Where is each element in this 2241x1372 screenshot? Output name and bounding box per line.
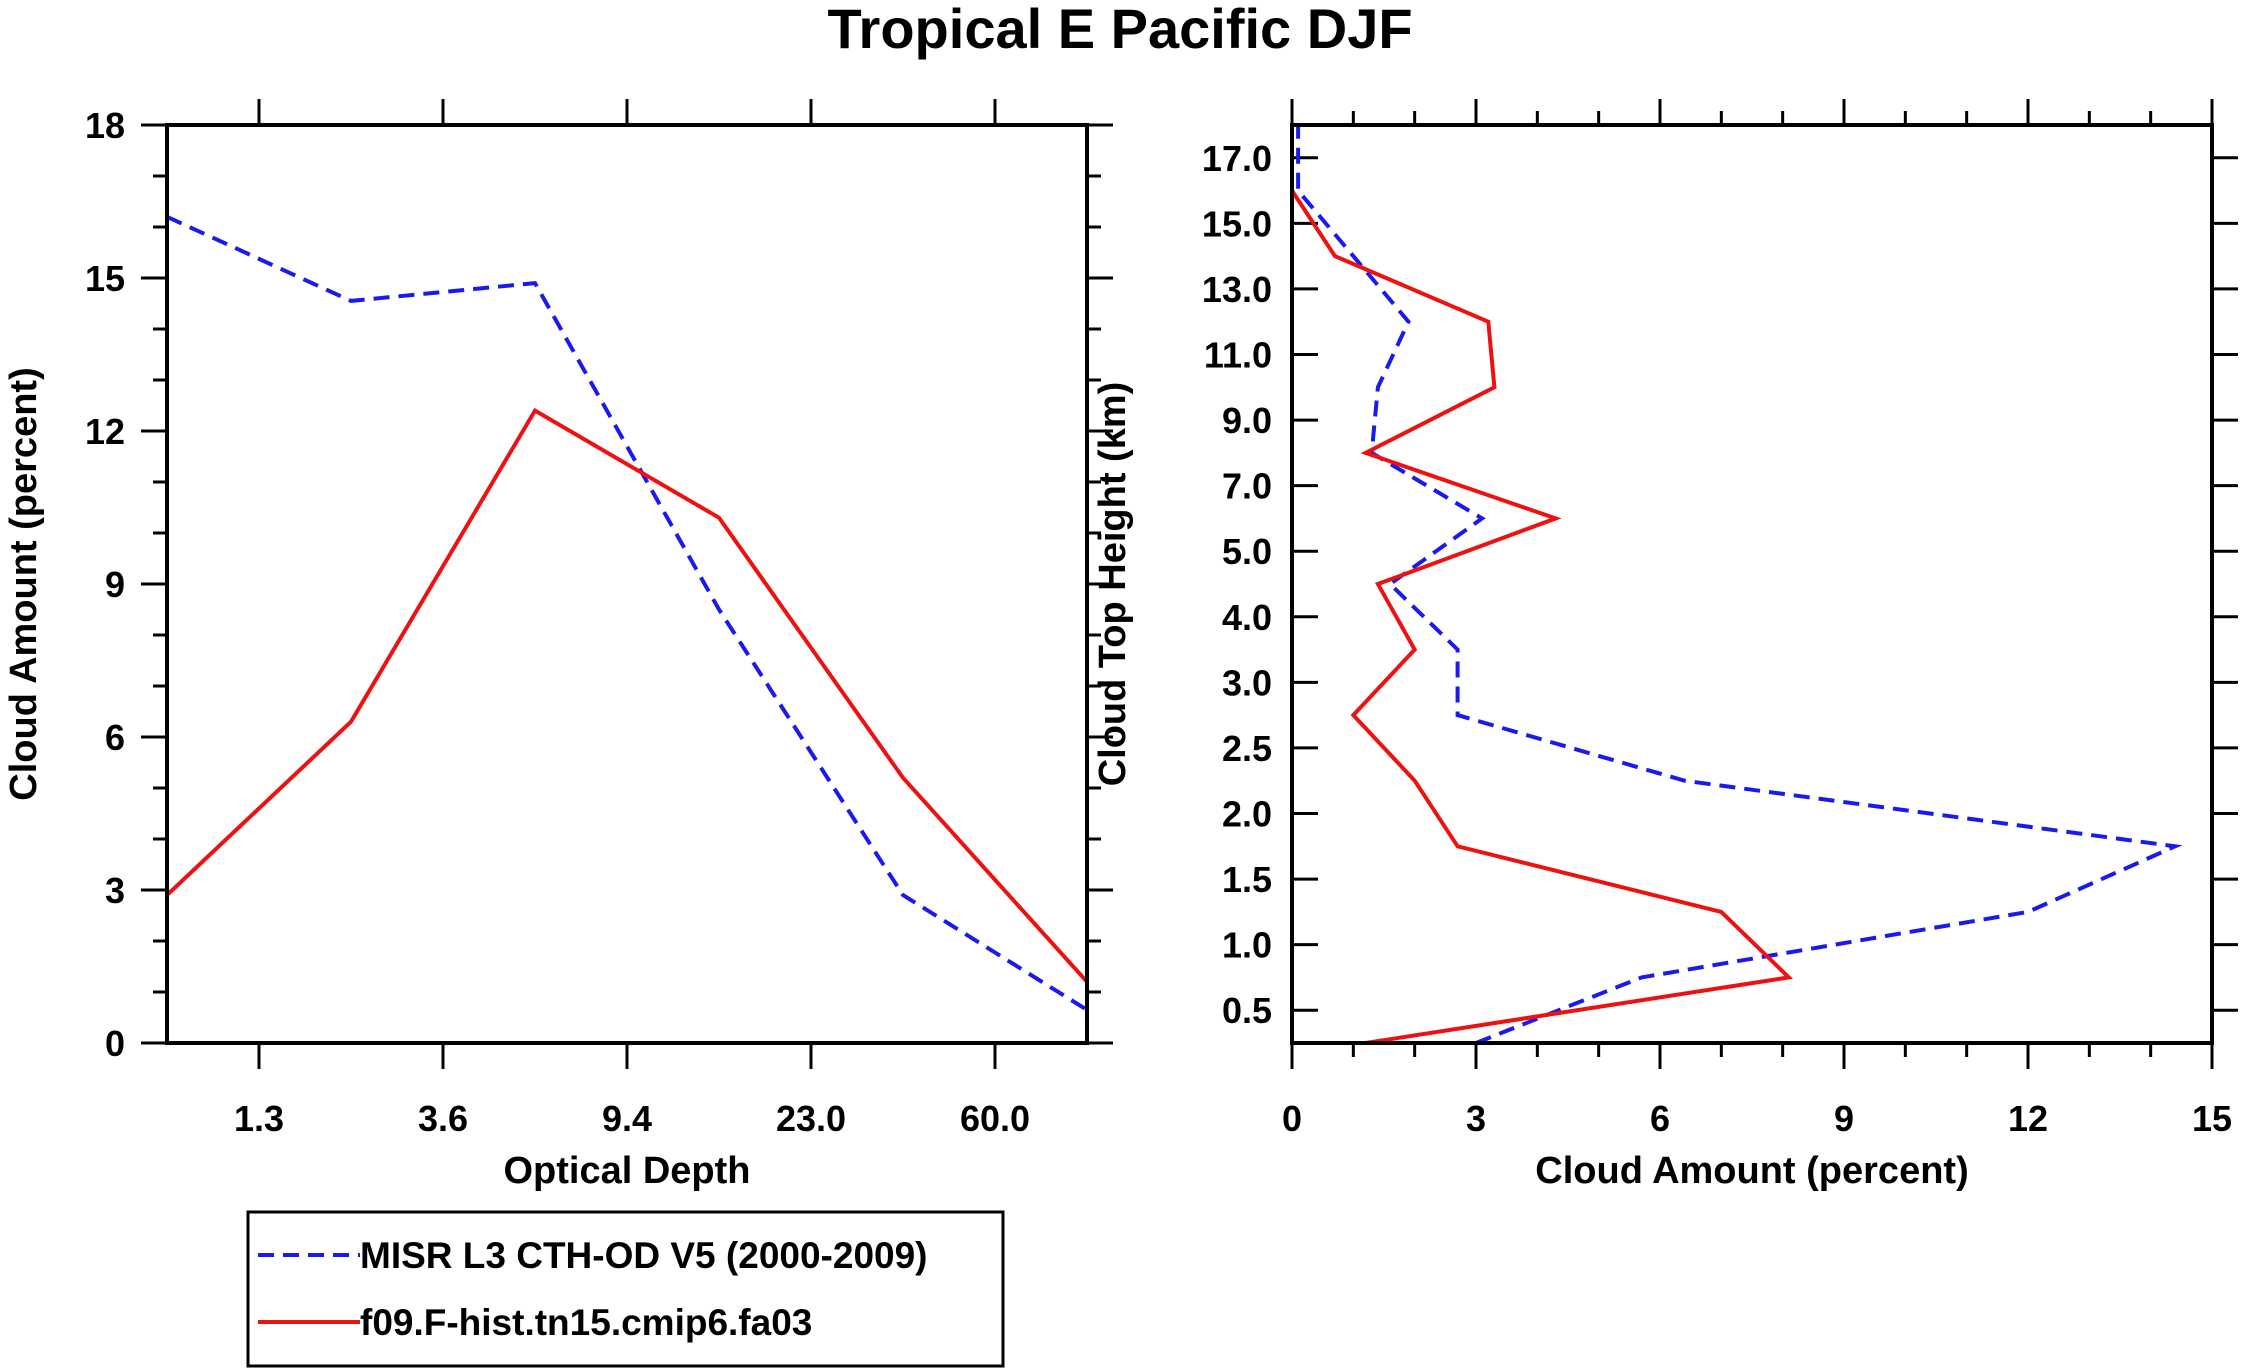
right-y-tick-label: 2.5 [1222,728,1272,769]
right-chart-panel: 0 3 6 9 12 15 0.5 1.0 1.5 2.0 2.5 3.0 4.0 5.0 7.0 9.0 11… [1092,99,2238,1192]
right-x-tick-label: 6 [1650,1098,1670,1139]
left-y-tick-label: 6 [105,717,125,758]
right-plot-frame [1290,123,2214,1045]
left-y-tick-label: 3 [105,870,125,911]
right-y-tick-label: 0.5 [1222,990,1272,1031]
left-series-line-misr [166,214,1089,1012]
right-y-tick-label: 17.0 [1202,138,1272,179]
figure-title: Tropical E Pacific DJF [827,0,1412,60]
left-x-tick-label: 3.6 [418,1098,468,1139]
left-y-tick-label: 18 [85,105,125,146]
left-x-tick-label: 60.0 [960,1098,1030,1139]
right-y-tick-label: 5.0 [1222,531,1272,572]
legend-label-model: f09.F-hist.tn15.cmip6.fa03 [360,1302,812,1343]
left-x-tick-label: 1.3 [234,1098,284,1139]
right-y-tick-label: 1.5 [1222,859,1272,900]
right-x-tick-label: 12 [2008,1098,2048,1139]
left-x-tick-label: 9.4 [602,1098,652,1139]
left-plot-frame [165,123,1089,1045]
right-y-tick-label: 1.0 [1222,925,1272,966]
right-y-tick-label: 4.0 [1222,597,1272,638]
right-x-axis-label: Cloud Amount (percent) [1535,1150,1968,1192]
right-y-tick-label: 9.0 [1222,400,1272,441]
right-series-line-model [1290,189,1794,1045]
left-y-axis-label: Cloud Amount (percent) [3,367,45,800]
right-y-tick-label: 11.0 [1204,335,1272,376]
left-y-tick-label: 9 [105,564,125,605]
left-x-tick-label: 23.0 [776,1098,846,1139]
right-y-tick-label: 2.0 [1222,794,1272,835]
right-x-tick-label: 0 [1282,1098,1302,1139]
right-y-tick-label: 3.0 [1222,662,1272,703]
legend: MISR L3 CTH-OD V5 (2000-2009) f09.F-hist… [246,1210,1005,1368]
left-x-axis-label: Optical Depth [503,1150,750,1192]
right-y-tick-label: 15.0 [1202,203,1272,244]
legend-box [246,1210,1005,1368]
left-chart-panel: 0 3 6 9 12 15 18 1.3 3.6 9.4 23.0 60.0 Optical Depth… [3,99,1113,1192]
right-x-tick-label: 3 [1466,1098,1486,1139]
right-y-tick-label: 7.0 [1222,466,1272,507]
left-y-tick-label: 12 [85,411,125,452]
right-y-axis-label: Cloud Top Height (km) [1092,382,1134,787]
legend-label-misr: MISR L3 CTH-OD V5 (2000-2009) [360,1235,928,1276]
left-series-line-model [165,407,1089,984]
left-y-tick-label: 15 [85,258,125,299]
left-y-tick-label: 0 [105,1023,125,1064]
right-y-tick-label: 13.0 [1202,269,1272,310]
right-x-tick-label: 9 [1834,1098,1854,1139]
right-x-tick-label: 15 [2192,1098,2232,1139]
right-series-line-misr [1296,125,2183,1045]
